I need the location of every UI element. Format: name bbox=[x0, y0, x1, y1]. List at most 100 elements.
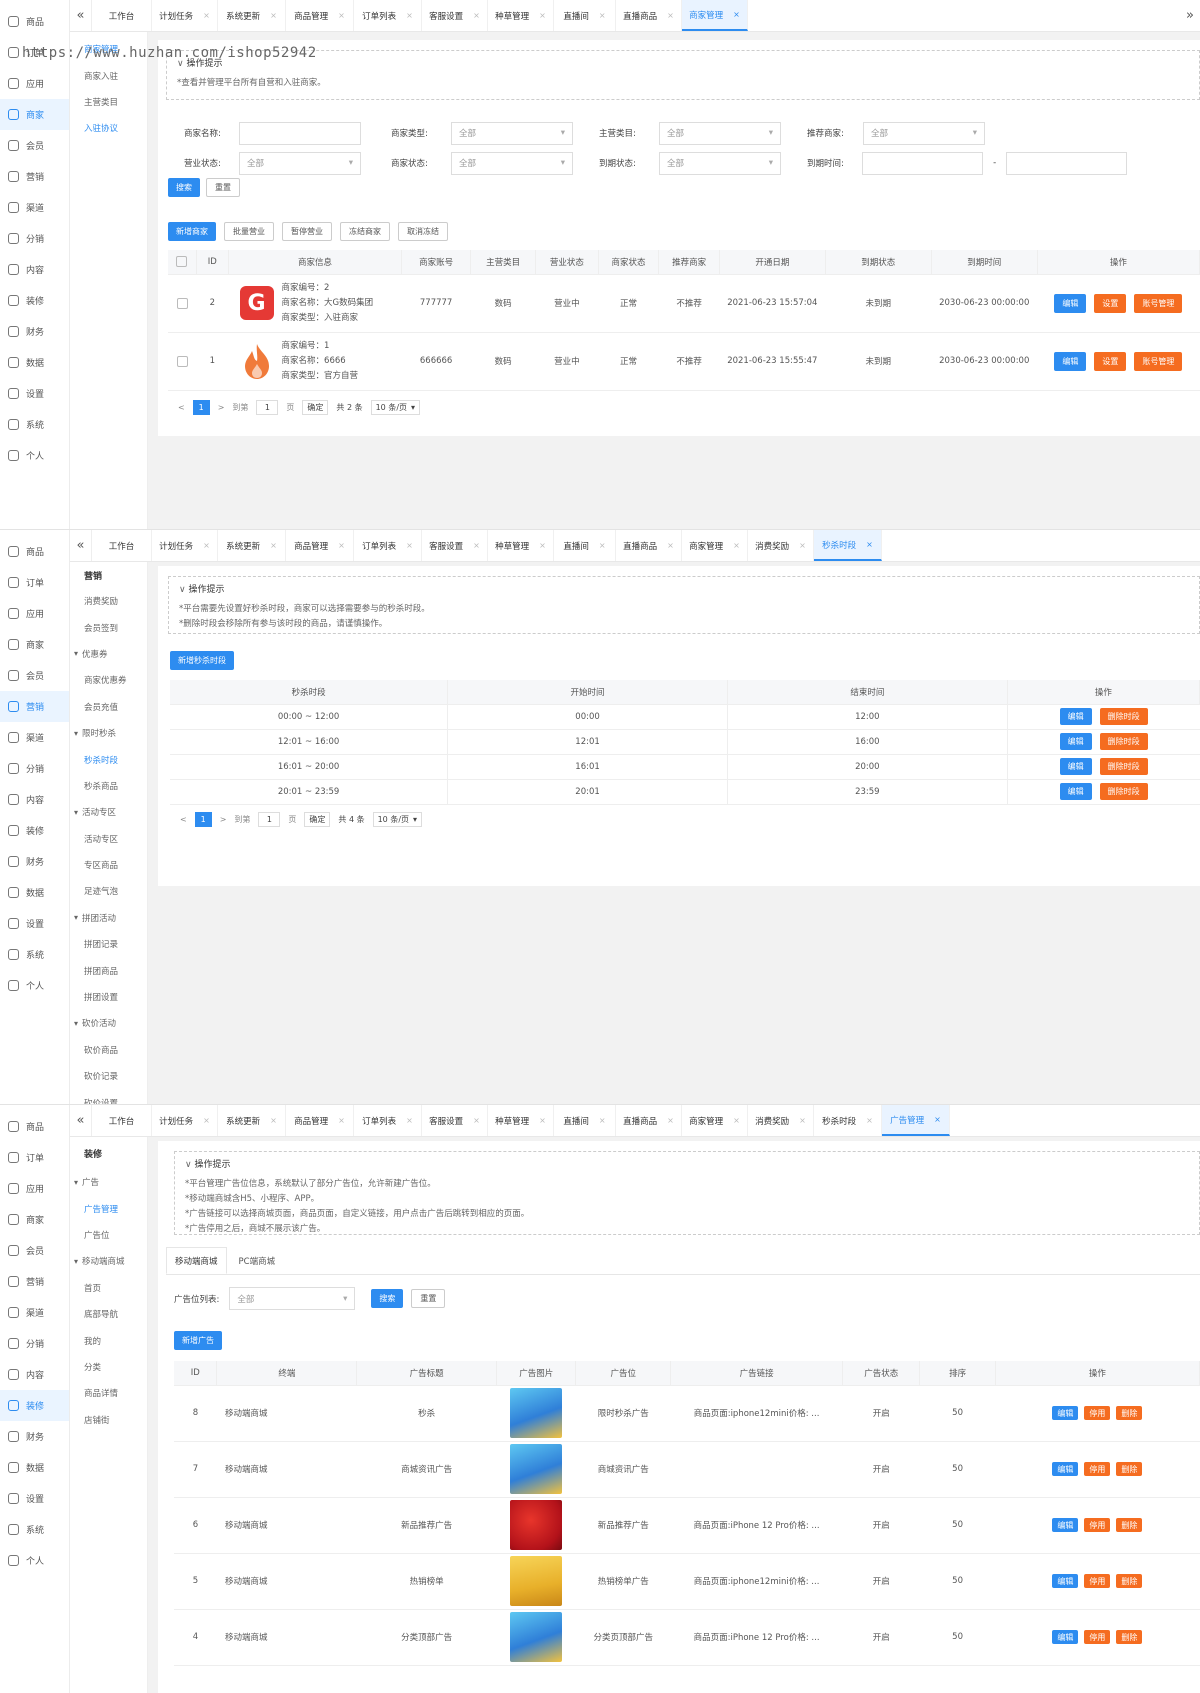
disable-button[interactable]: 停用 bbox=[1084, 1406, 1111, 1420]
close-icon[interactable]: × bbox=[203, 11, 210, 20]
nav-item-circle[interactable]: 渠道 bbox=[0, 722, 69, 753]
nav-item-system[interactable]: 系统 bbox=[0, 939, 69, 970]
goto-page-input[interactable]: 1 bbox=[258, 812, 281, 827]
tab-6[interactable]: 种草管理 × bbox=[488, 1105, 554, 1136]
tab-0[interactable]: 工作台 bbox=[92, 530, 152, 561]
close-icon[interactable]: × bbox=[733, 10, 740, 19]
nav-item-cart[interactable]: 商品 bbox=[0, 6, 69, 37]
reset-button[interactable]: 重置 bbox=[206, 178, 240, 197]
sub-nav-item[interactable]: 活动专区 bbox=[84, 834, 119, 845]
close-icon[interactable]: × bbox=[598, 11, 606, 20]
action-button-3[interactable]: 冻结商家 bbox=[340, 222, 390, 241]
edit-button[interactable]: 编辑 bbox=[1052, 1462, 1079, 1476]
edit-button[interactable]: 编辑 bbox=[1059, 783, 1092, 800]
sub-nav-item[interactable]: 秒杀商品 bbox=[84, 781, 119, 792]
tab-7[interactable]: 直播间 × bbox=[554, 530, 616, 561]
sub-nav-item[interactable]: 消费奖励 bbox=[84, 597, 119, 608]
nav-item-money[interactable]: 财务 bbox=[0, 316, 69, 347]
edit-button[interactable]: 编辑 bbox=[1052, 1574, 1079, 1588]
ad-slot-select[interactable]: 全部 bbox=[229, 1287, 356, 1310]
disable-button[interactable]: 停用 bbox=[1084, 1518, 1111, 1532]
delete-button[interactable]: 删除 bbox=[1116, 1406, 1143, 1420]
page-1-button[interactable]: 1 bbox=[194, 812, 212, 827]
tab-2[interactable]: 系统更新 × bbox=[218, 0, 286, 31]
sub-nav-item[interactable]: 商家入驻 bbox=[84, 71, 119, 82]
sub-nav-item[interactable]: 入驻协议 bbox=[84, 124, 119, 135]
close-icon[interactable]: × bbox=[203, 541, 210, 550]
sub-nav-item[interactable]: 砍价设置 bbox=[84, 1098, 119, 1105]
close-icon[interactable]: × bbox=[270, 541, 277, 550]
sub-nav-item[interactable]: 我的 bbox=[84, 1336, 102, 1347]
tab-5[interactable]: 客服设置 × bbox=[422, 1105, 488, 1136]
nav-item-cart[interactable]: 商品 bbox=[0, 1111, 69, 1142]
close-icon[interactable]: × bbox=[406, 11, 413, 20]
tab-10[interactable]: 消费奖励 × bbox=[748, 1105, 814, 1136]
nav-item-gear[interactable]: 设置 bbox=[0, 378, 69, 409]
next-page-icon[interactable]: > bbox=[219, 815, 227, 824]
nav-item-share[interactable]: 分销 bbox=[0, 1328, 69, 1359]
nav-item-bell[interactable]: 订单 bbox=[0, 567, 69, 598]
sub-nav-item[interactable]: 会员充值 bbox=[84, 702, 119, 713]
nav-item-share[interactable]: 分销 bbox=[0, 223, 69, 254]
nav-item-share[interactable]: 分销 bbox=[0, 753, 69, 784]
nav-item-list[interactable]: 应用 bbox=[0, 68, 69, 99]
nav-item-user[interactable]: 会员 bbox=[0, 130, 69, 161]
tab-5[interactable]: 客服设置 × bbox=[422, 530, 488, 561]
nav-item-book[interactable]: 内容 bbox=[0, 1359, 69, 1390]
collapse-icon[interactable]: « bbox=[70, 530, 92, 561]
delete-button[interactable]: 删除 bbox=[1116, 1630, 1143, 1644]
action-button-0[interactable]: 新增商家 bbox=[168, 222, 216, 241]
nav-item-person[interactable]: 个人 bbox=[0, 1545, 69, 1576]
row-checkbox[interactable] bbox=[168, 274, 197, 333]
tab-12[interactable]: 广告管理 × bbox=[882, 1105, 950, 1136]
sub-nav-group[interactable]: 优惠券 bbox=[70, 641, 147, 667]
nav-item-phone[interactable]: 装修 bbox=[0, 1390, 69, 1421]
nav-item-list[interactable]: 应用 bbox=[0, 598, 69, 629]
tab-4[interactable]: 订单列表 × bbox=[354, 1105, 422, 1136]
sub-nav-item[interactable]: 足迹气泡 bbox=[84, 887, 119, 898]
tab-mobile-mall[interactable]: 移动端商城 bbox=[166, 1247, 227, 1274]
merchant-name-input[interactable] bbox=[239, 121, 361, 145]
sub-nav-item[interactable]: 主营类目 bbox=[84, 97, 119, 108]
reset-button[interactable]: 重置 bbox=[411, 1289, 446, 1308]
edit-button[interactable]: 编辑 bbox=[1059, 708, 1092, 725]
tab-3[interactable]: 商品管理 × bbox=[286, 0, 354, 31]
delete-slot-button[interactable]: 删除时段 bbox=[1099, 783, 1148, 800]
close-icon[interactable]: × bbox=[598, 541, 606, 550]
close-icon[interactable]: × bbox=[338, 1116, 345, 1125]
nav-item-target[interactable]: 营销 bbox=[0, 1266, 69, 1297]
tab-4[interactable]: 订单列表 × bbox=[354, 0, 422, 31]
edit-button[interactable]: 编辑 bbox=[1052, 1406, 1079, 1420]
sub-nav-item[interactable]: 拼团设置 bbox=[84, 993, 119, 1004]
nav-item-circle[interactable]: 渠道 bbox=[0, 1297, 69, 1328]
tab-8[interactable]: 直播商品 × bbox=[616, 0, 682, 31]
tab-9[interactable]: 商家管理 × bbox=[682, 530, 748, 561]
close-icon[interactable]: × bbox=[539, 541, 546, 550]
sub-nav-item[interactable]: 拼团记录 bbox=[84, 940, 119, 951]
tab-7[interactable]: 直播间 × bbox=[554, 1105, 616, 1136]
page-1-button[interactable]: 1 bbox=[192, 400, 210, 415]
nav-item-circle[interactable]: 渠道 bbox=[0, 192, 69, 223]
sub-nav-item[interactable]: 广告管理 bbox=[84, 1204, 119, 1215]
close-icon[interactable]: × bbox=[667, 1116, 674, 1125]
prev-page-icon[interactable]: < bbox=[180, 815, 187, 824]
sub-nav-item[interactable]: 广告位 bbox=[84, 1230, 110, 1241]
goto-page-input[interactable]: 1 bbox=[256, 400, 279, 415]
action-button-4[interactable]: 取消冻结 bbox=[398, 222, 448, 241]
nav-item-phone[interactable]: 装修 bbox=[0, 815, 69, 846]
goto-confirm-button[interactable]: 确定 bbox=[302, 400, 329, 415]
business-state-select[interactable]: 全部 bbox=[239, 151, 361, 175]
close-icon[interactable]: × bbox=[406, 541, 413, 550]
tab-8[interactable]: 直播商品 × bbox=[616, 1105, 682, 1136]
action-button-1[interactable]: 批量营业 bbox=[224, 222, 274, 241]
goto-confirm-button[interactable]: 确定 bbox=[304, 812, 331, 827]
nav-item-store[interactable]: 商家 bbox=[0, 629, 69, 660]
sub-nav-item[interactable]: 专区商品 bbox=[84, 861, 119, 872]
disable-button[interactable]: 停用 bbox=[1084, 1630, 1111, 1644]
tab-6[interactable]: 种草管理 × bbox=[488, 0, 554, 31]
close-icon[interactable]: × bbox=[338, 11, 345, 20]
nav-item-money[interactable]: 财务 bbox=[0, 846, 69, 877]
close-icon[interactable]: × bbox=[733, 541, 740, 550]
sub-nav-item[interactable]: 商品详情 bbox=[84, 1389, 119, 1400]
disable-button[interactable]: 停用 bbox=[1084, 1574, 1111, 1588]
